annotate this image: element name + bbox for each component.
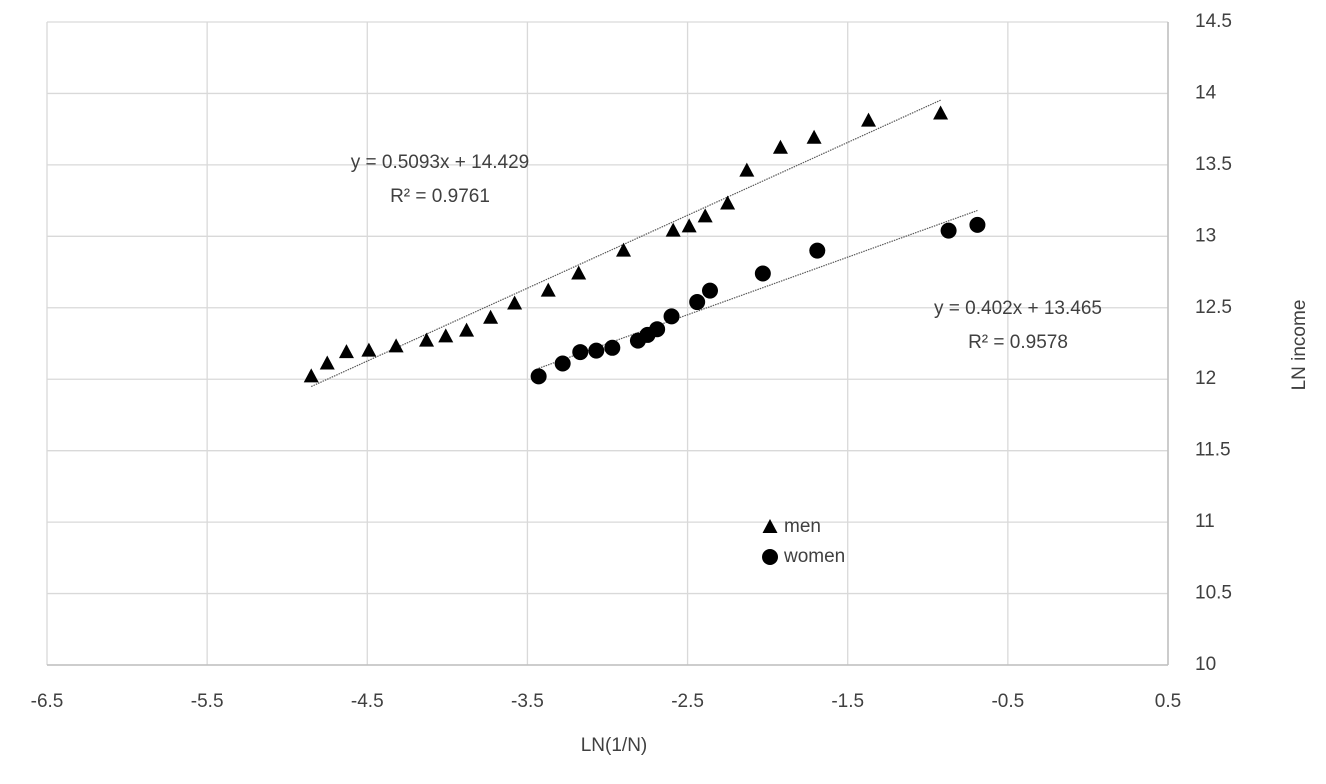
x-tick-label: -2.5 <box>671 691 704 712</box>
y-tick-label: 13.5 <box>1195 154 1232 175</box>
x-tick-label: -3.5 <box>511 691 544 712</box>
legend-marker <box>762 519 778 533</box>
y-tick-label: 10.5 <box>1195 583 1232 604</box>
y-tick-label: 12 <box>1195 368 1216 389</box>
data-point <box>697 208 713 223</box>
legend-label: men <box>784 516 821 537</box>
x-tick-label: -5.5 <box>191 691 224 712</box>
trendline-equation: y = 0.402x + 13.465 <box>934 298 1102 319</box>
data-point <box>303 368 319 383</box>
y-tick-label: 12.5 <box>1195 297 1232 318</box>
data-point <box>681 218 697 233</box>
data-point <box>861 112 877 127</box>
y-tick-label: 14 <box>1195 82 1217 103</box>
data-point <box>361 342 377 357</box>
legend-label: women <box>783 546 845 567</box>
data-point <box>649 321 666 338</box>
trendline-r-squared: R² = 0.9578 <box>968 332 1068 353</box>
data-point <box>754 265 771 282</box>
data-point <box>616 242 632 257</box>
data-point <box>338 344 354 359</box>
data-point <box>969 216 986 233</box>
x-axis-label: LN(1/N) <box>581 735 648 756</box>
data-point <box>720 195 736 210</box>
data-point <box>319 355 335 370</box>
data-point <box>689 294 706 311</box>
data-point <box>665 222 681 237</box>
legend-marker <box>762 549 778 565</box>
y-tick-label: 13 <box>1195 225 1216 246</box>
data-point <box>663 308 680 325</box>
data-point <box>809 242 826 259</box>
y-axis-label: LN income <box>1289 300 1310 391</box>
trendline <box>538 209 978 369</box>
data-point <box>530 368 547 385</box>
data-point <box>540 282 556 297</box>
x-tick-label: -1.5 <box>831 691 864 712</box>
trendline-r-squared: R² = 0.9761 <box>390 186 490 207</box>
data-point <box>438 328 454 343</box>
y-tick-label: 14.5 <box>1195 11 1232 32</box>
x-tick-label: -4.5 <box>351 691 384 712</box>
y-tick-label: 11.5 <box>1195 440 1231 461</box>
data-point <box>388 338 404 353</box>
data-point <box>701 282 718 299</box>
x-tick-label: -0.5 <box>991 691 1024 712</box>
data-point <box>419 332 435 347</box>
x-tick-label: -6.5 <box>31 691 64 712</box>
y-tick-label: 11 <box>1195 511 1215 532</box>
x-tick-label: 0.5 <box>1155 691 1181 712</box>
y-tick-label: 10 <box>1195 654 1216 675</box>
data-point <box>739 162 755 177</box>
data-point <box>933 105 949 120</box>
data-point <box>806 129 822 144</box>
data-point <box>940 222 957 239</box>
data-point <box>459 322 475 337</box>
data-point <box>604 339 621 356</box>
data-point <box>554 355 571 372</box>
trendline-equation: y = 0.5093x + 14.429 <box>351 152 530 173</box>
data-point <box>483 309 499 324</box>
data-point <box>571 265 587 280</box>
data-point <box>772 139 788 154</box>
data-point <box>572 344 589 361</box>
data-point <box>507 295 523 310</box>
trendline <box>310 99 941 388</box>
data-point <box>588 342 605 359</box>
